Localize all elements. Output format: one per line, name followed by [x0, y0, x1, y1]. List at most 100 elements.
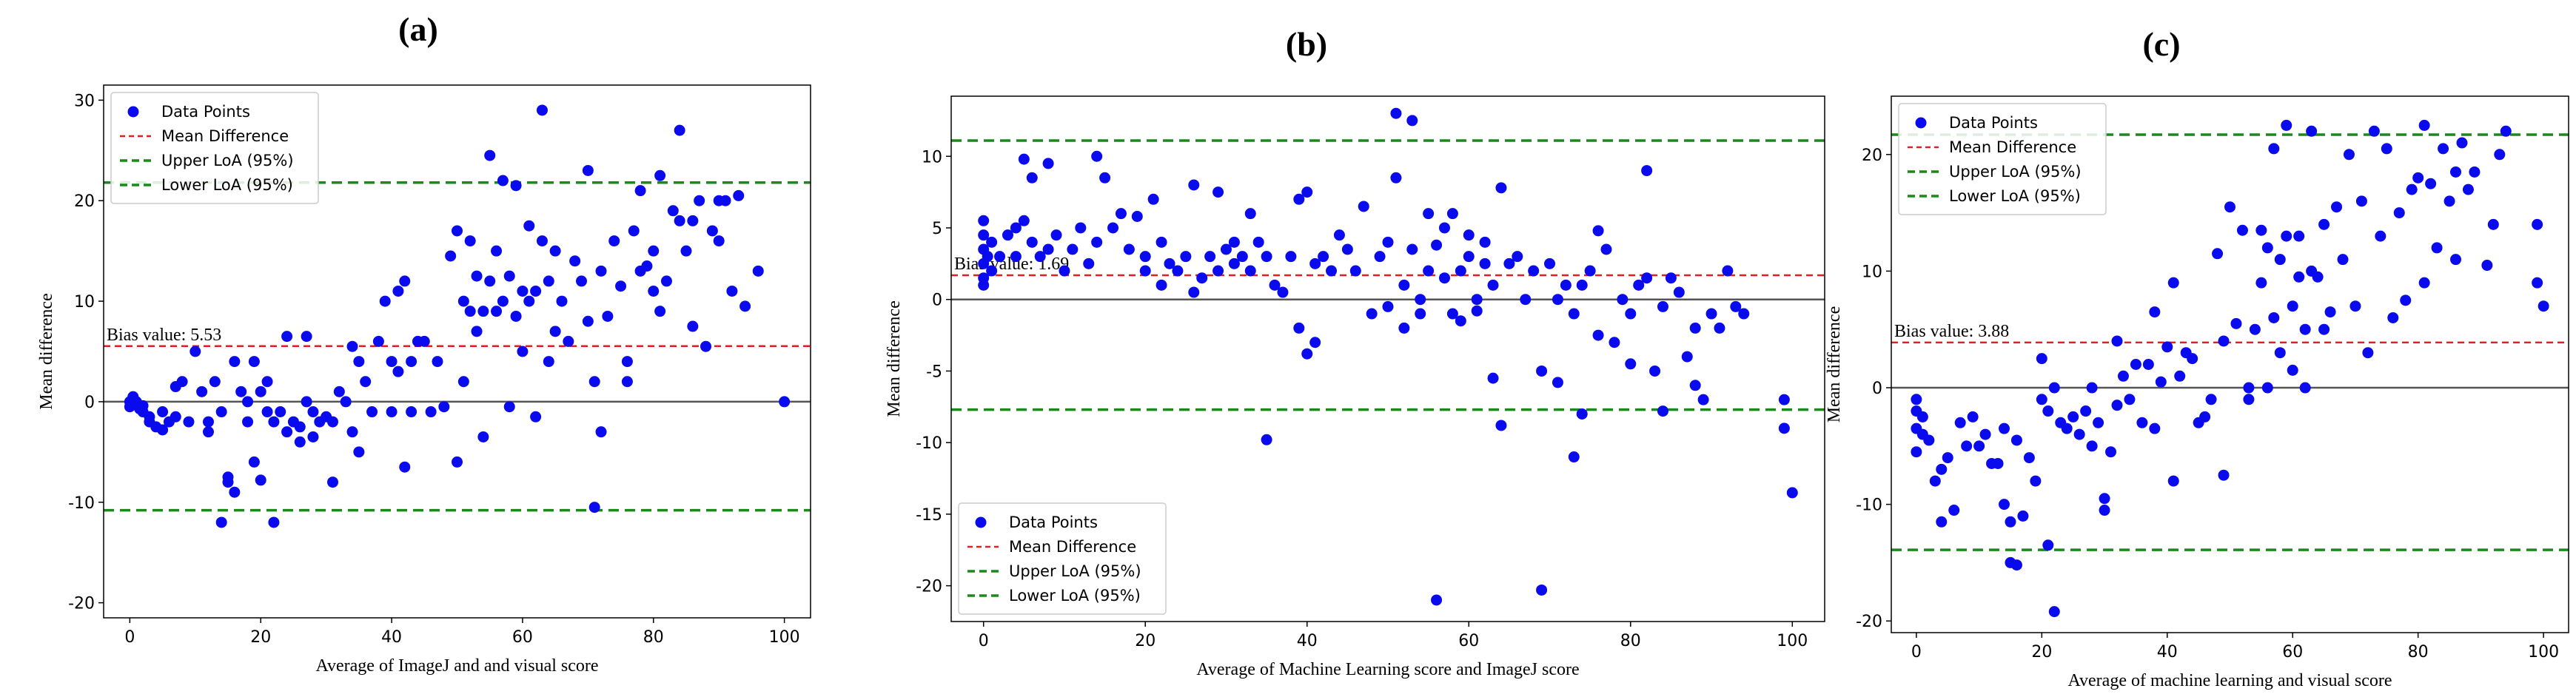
data-point [503, 401, 515, 413]
data-point [268, 516, 280, 528]
data-point [2130, 359, 2141, 370]
data-point [1503, 257, 1515, 269]
data-point [2218, 469, 2230, 481]
data-point [1520, 294, 1532, 306]
data-point [1973, 440, 1985, 452]
data-point [720, 195, 731, 206]
data-point [189, 346, 201, 357]
data-point [1609, 337, 1620, 348]
data-point [1778, 394, 1790, 405]
data-point [2312, 271, 2324, 283]
data-point [2387, 312, 2399, 323]
data-point [1131, 211, 1143, 223]
data-point [1034, 251, 1046, 263]
data-point [1067, 243, 1079, 255]
plot-frame [950, 95, 1825, 622]
x-tick-label: 80 [1620, 632, 1641, 650]
data-point [1326, 265, 1338, 277]
y-tick-label: -20 [1856, 613, 1882, 631]
data-point [183, 416, 195, 428]
data-point [1584, 265, 1596, 277]
data-point [1544, 257, 1556, 269]
data-point [1050, 229, 1062, 241]
x-tick-label: 100 [1777, 632, 1808, 650]
data-point [2099, 505, 2110, 516]
data-point [680, 245, 692, 257]
data-point [2418, 119, 2430, 131]
data-point [2111, 400, 2123, 411]
data-point [1228, 257, 1240, 269]
data-point [2281, 119, 2292, 131]
data-point [687, 215, 699, 226]
data-point [2268, 143, 2280, 155]
data-point [582, 164, 594, 176]
data-point [576, 275, 588, 287]
data-point [1099, 172, 1111, 183]
data-point [1929, 475, 1941, 487]
data-point [2443, 195, 2455, 207]
data-point [2538, 300, 2549, 312]
data-point [1689, 322, 1701, 334]
data-point [1730, 300, 1742, 312]
data-point [2036, 353, 2047, 365]
data-point [517, 346, 529, 357]
data-point [536, 235, 548, 247]
data-point [2042, 405, 2054, 417]
data-point [2030, 475, 2042, 487]
data-point [2167, 475, 2179, 487]
data-point [1269, 279, 1281, 291]
legend-label: Upper LoA (95%) [161, 152, 294, 169]
data-point [1961, 440, 1973, 452]
data-point [1641, 165, 1653, 177]
data-point [1091, 236, 1103, 248]
data-point [1252, 236, 1264, 248]
data-point [1999, 422, 2010, 434]
y-tick-label: 5 [932, 220, 942, 238]
data-point [2261, 242, 2273, 254]
data-point [2099, 493, 2110, 505]
data-point [248, 456, 260, 468]
data-point [1568, 451, 1580, 463]
data-point [2406, 183, 2418, 195]
data-point [2281, 230, 2292, 242]
data-point [660, 275, 672, 287]
data-point [1592, 225, 1604, 237]
data-point [268, 416, 280, 428]
data-point [497, 295, 509, 307]
data-point [2243, 382, 2255, 394]
data-point [2494, 149, 2506, 161]
data-point [1010, 222, 1022, 234]
data-point [1948, 505, 1960, 516]
data-point [510, 180, 522, 192]
data-point [2355, 195, 2367, 207]
data-point [2412, 172, 2424, 183]
data-point [2005, 516, 2016, 528]
data-point [994, 251, 1006, 263]
data-point [464, 235, 476, 247]
data-point [543, 275, 554, 287]
data-point [1536, 365, 1548, 377]
data-point [641, 260, 653, 272]
y-tick-label: 0 [932, 292, 942, 310]
data-point [2362, 347, 2374, 359]
y-tick-label: -5 [926, 363, 942, 381]
data-point [1018, 153, 1030, 165]
y-tick-label: -10 [1856, 496, 1882, 515]
data-point [1374, 251, 1386, 263]
x-tick-label: 0 [979, 632, 989, 650]
data-point [582, 315, 594, 327]
data-point [307, 406, 319, 418]
data-point [2105, 446, 2117, 458]
data-point [294, 421, 306, 433]
data-point [2500, 125, 2512, 137]
x-axis-label: Average of machine learning and visual s… [2067, 671, 2392, 690]
data-point [1923, 434, 1935, 446]
data-point [1705, 308, 1717, 320]
legend-label: Lower LoA (95%) [161, 176, 293, 194]
data-point [1123, 243, 1135, 255]
data-point [569, 255, 581, 267]
data-point [2274, 254, 2286, 266]
data-point [549, 245, 561, 257]
data-point [1942, 452, 1953, 464]
data-point [464, 306, 476, 317]
